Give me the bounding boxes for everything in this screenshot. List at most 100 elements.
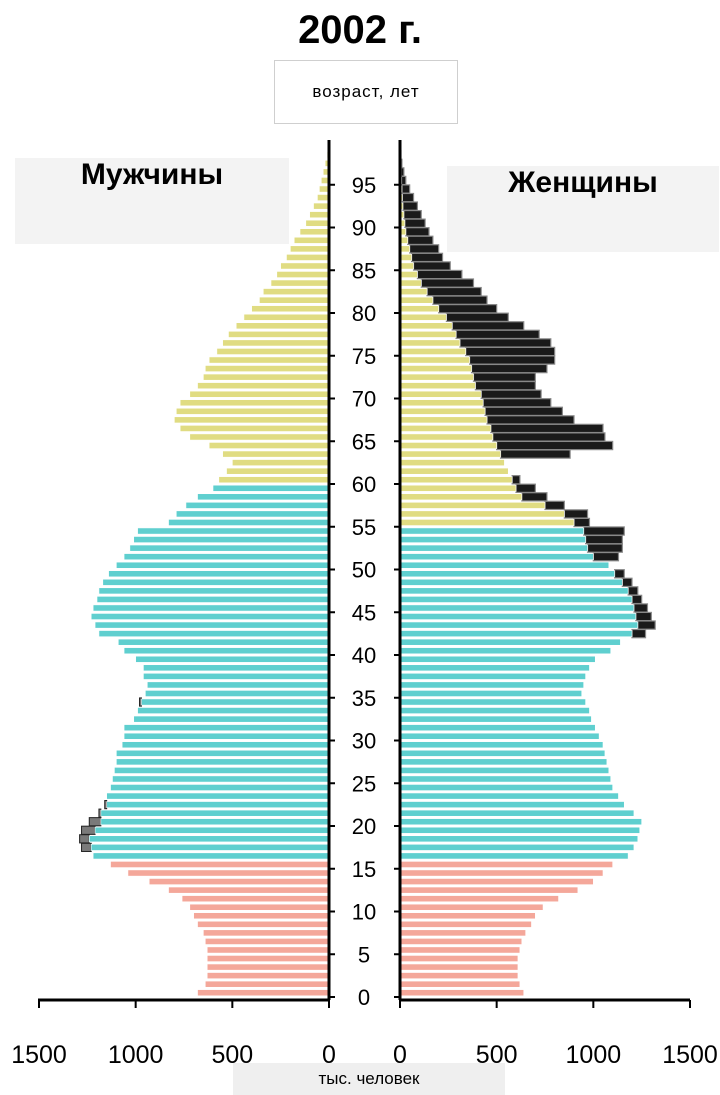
male-bar [101, 819, 329, 825]
male-bar [136, 656, 329, 662]
age-tick-label: 90 [352, 216, 376, 241]
male-bar [300, 229, 329, 235]
female-difference-bar [460, 339, 551, 347]
male-bar [252, 306, 329, 312]
female-bar [400, 716, 591, 722]
male-bar [207, 955, 329, 961]
female-bar [400, 391, 481, 397]
female-bar [400, 699, 586, 705]
female-bar [400, 938, 522, 944]
age-tick-label: 95 [352, 173, 376, 198]
female-bar [400, 254, 412, 260]
female-bar [400, 314, 446, 320]
male-bar [198, 990, 329, 996]
male-bar [116, 759, 329, 765]
female-bar [400, 400, 483, 406]
female-difference-bar [402, 176, 406, 184]
female-difference-bar [466, 347, 555, 355]
female-bar [400, 784, 613, 790]
male-bar [180, 425, 329, 431]
male-bar [169, 887, 329, 893]
male-bar [180, 400, 329, 406]
female-bar [400, 579, 622, 585]
age-tick-label: 65 [352, 429, 376, 454]
male-bar [207, 947, 329, 953]
age-tick-label: 15 [352, 857, 376, 882]
male-bar [122, 742, 329, 748]
female-bar [400, 613, 636, 619]
male-bar [109, 571, 329, 577]
female-difference-bar [433, 296, 487, 304]
female-bar [400, 682, 584, 688]
female-bar [400, 904, 543, 910]
male-bar [93, 605, 329, 611]
female-difference-bar [456, 330, 539, 338]
female-bar [400, 913, 535, 919]
female-difference-bar [622, 578, 632, 586]
female-difference-bar [545, 501, 564, 509]
male-bar [112, 776, 329, 782]
female-bar [400, 861, 613, 867]
male-bar [147, 682, 329, 688]
male-bar [124, 648, 329, 654]
age-tick-label: 30 [352, 729, 376, 754]
male-bar [203, 930, 329, 936]
female-difference-bar [584, 527, 625, 535]
male-bar [286, 254, 329, 260]
female-difference-bar [485, 407, 562, 415]
female-bar [400, 511, 564, 517]
female-difference-bar [470, 356, 555, 364]
female-bar [400, 357, 470, 363]
female-bar [400, 964, 518, 970]
female-bar [400, 844, 634, 850]
female-bar [400, 981, 520, 987]
female-bar [400, 596, 632, 602]
female-bar [400, 571, 615, 577]
female-bar [400, 451, 501, 457]
male-bar [174, 417, 329, 423]
age-tick-label: 35 [352, 686, 376, 711]
female-bar [400, 460, 504, 466]
female-bar [400, 690, 582, 696]
female-bar [400, 485, 516, 491]
female-bar [400, 742, 603, 748]
male-bar [91, 613, 329, 619]
female-bar [400, 331, 456, 337]
male-bar [130, 545, 329, 551]
female-bar [400, 348, 466, 354]
male-bar [95, 622, 329, 628]
female-difference-bar [406, 228, 429, 236]
male-bar [259, 297, 329, 303]
female-bar [400, 383, 475, 389]
female-difference-bar [522, 493, 547, 501]
female-bar [400, 502, 545, 508]
female-bar [400, 759, 607, 765]
female-difference-bar [472, 364, 547, 372]
female-bar [400, 673, 586, 679]
female-bar [400, 639, 620, 645]
male-bar [198, 383, 329, 389]
female-difference-bar [632, 595, 642, 603]
male-bar [205, 981, 329, 987]
male-bar [306, 220, 329, 226]
female-bar [400, 536, 586, 542]
male-bar [228, 331, 329, 337]
age-tick-label: 45 [352, 600, 376, 625]
female-bar [400, 853, 628, 859]
female-bar [400, 802, 624, 808]
age-tick-label: 0 [358, 985, 370, 1010]
female-difference-bar [636, 612, 651, 620]
male-bar [97, 596, 329, 602]
female-bar [400, 725, 595, 731]
female-difference-bar [487, 416, 574, 424]
female-bar [400, 793, 618, 799]
male-bar [99, 588, 329, 594]
male-bar [198, 494, 329, 500]
male-bar [99, 631, 329, 637]
female-difference-bar [421, 279, 473, 287]
female-bar [400, 733, 599, 739]
female-bar [400, 648, 611, 654]
male-bar [190, 391, 329, 397]
male-bar [207, 973, 329, 979]
